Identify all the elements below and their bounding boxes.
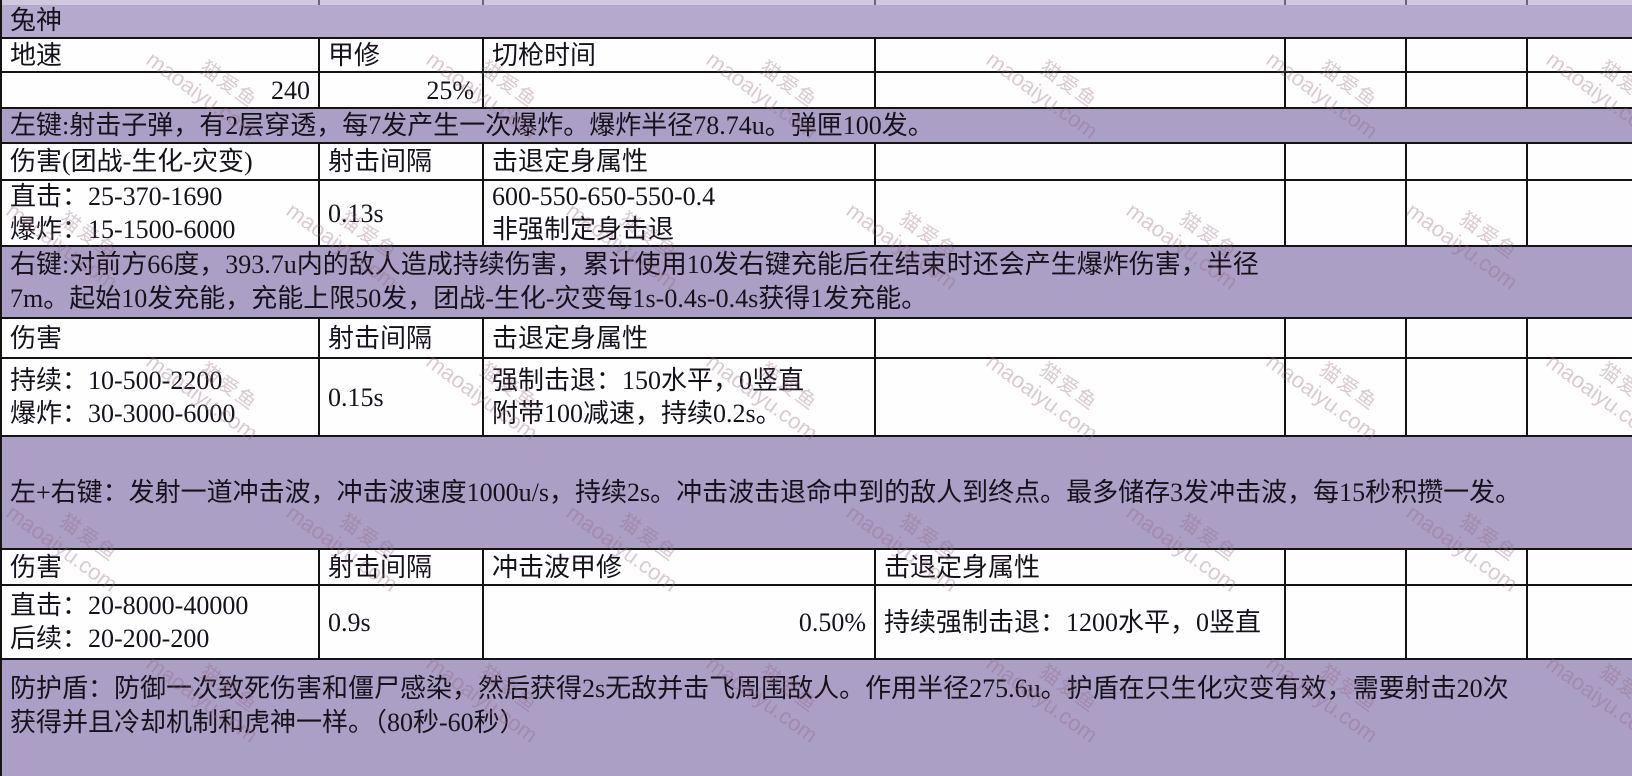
base-stats-header-row: 地速 甲修 切枪时间: [2, 37, 1632, 71]
empty-cell: [1405, 319, 1526, 357]
left-click-description: 左键:射击子弹，有2层穿透，每7发产生一次爆炸。爆炸半径78.74u。弹匣100…: [10, 110, 934, 140]
empty-cell: [874, 181, 1284, 245]
left-click-header-row: 伤害(团战-生化-灾变) 射击间隔 击退定身属性: [2, 142, 1632, 179]
combo-data-row: 直击：20-8000-40000 后续：20-200-200 0.9s 0.50…: [2, 584, 1632, 658]
combo-header-row: 伤害 射击间隔 冲击波甲修 击退定身属性: [2, 548, 1632, 584]
right-click-banner: 右键:对前方66度，393.7u内的敌人造成持续伤害，累计使用10发右键充能后在…: [2, 245, 1632, 317]
empty-cell: [1526, 359, 1632, 435]
empty-cell: [1526, 319, 1632, 357]
combo-fire-interval: 0.9s: [318, 586, 482, 658]
empty-cell: [1405, 359, 1526, 435]
combo-description: 左+右键：发射一道冲击波，冲击波速度1000u/s，持续2s。冲击波击退命中到的…: [10, 477, 1522, 507]
left-click-knockback: 600-550-650-550-0.4 非强制定身击退: [482, 181, 874, 245]
left-click-data-row: 直击：25-370-1690 爆炸：15-1500-6000 0.13s 600…: [2, 179, 1632, 245]
combo-knockback: 持续强制击退：1200水平，0竖直: [874, 586, 1284, 658]
ground-speed-value: 240: [2, 73, 318, 107]
empty-cell: [874, 359, 1284, 435]
shield-description: 防护盾：防御一次致死伤害和僵尸感染，然后获得2s无敌并击飞周围敌人。作用半径27…: [10, 674, 1509, 737]
empty-cell: [1526, 73, 1632, 107]
header-armor-mod: 甲修: [318, 39, 482, 71]
header-fire-interval: 射击间隔: [318, 319, 482, 357]
empty-cell: [1405, 550, 1526, 584]
empty-cell: [1526, 181, 1632, 245]
empty-cell: [874, 73, 1284, 107]
right-click-damage: 持续：10-500-2200 爆炸：30-3000-6000: [2, 359, 318, 435]
sheet-top-edge: [2, 0, 1632, 5]
armor-mod-value: 25%: [318, 73, 482, 107]
header-fire-interval: 射击间隔: [318, 550, 482, 584]
empty-cell: [1405, 39, 1526, 71]
empty-cell: [1284, 586, 1405, 658]
header-knockback: 击退定身属性: [482, 144, 874, 179]
empty-cell: [1526, 39, 1632, 71]
weapon-title: 兔神: [10, 6, 63, 35]
header-fire-interval: 射击间隔: [318, 144, 482, 179]
empty-cell: [1284, 39, 1405, 71]
header-damage: 伤害: [2, 319, 318, 357]
right-click-description: 右键:对前方66度，393.7u内的敌人造成持续伤害，累计使用10发右键充能后在…: [10, 250, 1259, 313]
empty-cell: [1405, 586, 1526, 658]
combo-shockwave-armor-mod: 0.50%: [482, 586, 874, 658]
empty-cell: [1284, 359, 1405, 435]
empty-cell: [1526, 586, 1632, 658]
empty-cell: [1284, 73, 1405, 107]
empty-cell: [874, 39, 1284, 71]
empty-cell: [1405, 73, 1526, 107]
combo-damage: 直击：20-8000-40000 后续：20-200-200: [2, 586, 318, 658]
right-click-fire-interval: 0.15s: [318, 359, 482, 435]
empty-cell: [1284, 319, 1405, 357]
empty-cell: [1284, 181, 1405, 245]
empty-cell: [1405, 181, 1526, 245]
empty-cell: [874, 144, 1284, 179]
empty-cell: [1405, 144, 1526, 179]
weapon-title-row: 兔神: [2, 5, 1632, 37]
header-knockback: 击退定身属性: [874, 550, 1284, 584]
empty-cell: [1284, 550, 1405, 584]
empty-cell: [482, 73, 874, 107]
header-knockback: 击退定身属性: [482, 319, 874, 357]
left-click-damage: 直击：25-370-1690 爆炸：15-1500-6000: [2, 181, 318, 245]
combo-banner: 左+右键：发射一道冲击波，冲击波速度1000u/s，持续2s。冲击波击退命中到的…: [2, 435, 1632, 548]
shield-banner: 防护盾：防御一次致死伤害和僵尸感染，然后获得2s无敌并击飞周围敌人。作用半径27…: [2, 658, 1632, 776]
left-click-banner: 左键:射击子弹，有2层穿透，每7发产生一次爆炸。爆炸半径78.74u。弹匣100…: [2, 107, 1632, 142]
header-damage: 伤害: [2, 550, 318, 584]
right-click-knockback: 强制击退：150水平，0竖直 附带100减速，持续0.2s。: [482, 359, 874, 435]
empty-cell: [1284, 144, 1405, 179]
empty-cell: [1526, 144, 1632, 179]
empty-cell: [874, 319, 1284, 357]
header-ground-speed: 地速: [2, 39, 318, 71]
right-click-data-row: 持续：10-500-2200 爆炸：30-3000-6000 0.15s 强制击…: [2, 357, 1632, 435]
header-shockwave-armor-mod: 冲击波甲修: [482, 550, 874, 584]
header-damage: 伤害(团战-生化-灾变): [2, 144, 318, 179]
header-swap-time: 切枪时间: [482, 39, 874, 71]
empty-cell: [1526, 550, 1632, 584]
right-click-header-row: 伤害 射击间隔 击退定身属性: [2, 317, 1632, 357]
base-stats-value-row: 240 25%: [2, 71, 1632, 107]
left-click-fire-interval: 0.13s: [318, 181, 482, 245]
